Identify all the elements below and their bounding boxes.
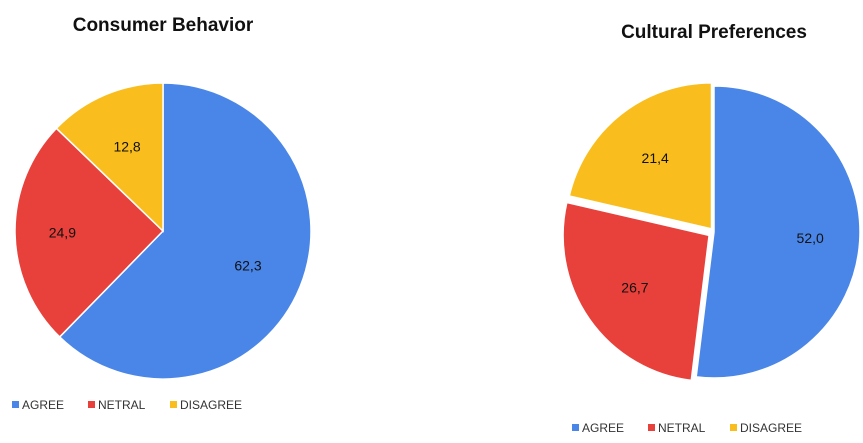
legend-swatch-disagree bbox=[170, 401, 177, 408]
cultural-preferences-chart: Cultural Preferences 52,0 26,7 21,4 AGREE N… bbox=[562, 22, 861, 435]
pie-slices bbox=[14, 82, 312, 380]
pie-data-labels: 62,3 24,9 12,8 bbox=[49, 139, 262, 274]
legend-label-disagree: DISAGREE bbox=[180, 398, 242, 412]
legend-label-disagree: DISAGREE bbox=[740, 421, 802, 435]
data-label-disagree: 12,8 bbox=[113, 139, 140, 155]
legend-swatch-agree bbox=[12, 401, 19, 408]
pie-slice-disagree bbox=[55, 82, 164, 233]
chart-legend: AGREE NETRAL DISAGREE bbox=[572, 421, 802, 435]
legend-label-agree: AGREE bbox=[22, 398, 64, 412]
legend-label-netral: NETRAL bbox=[98, 398, 146, 412]
pie-data-labels: 52,0 26,7 21,4 bbox=[621, 150, 824, 295]
chart-title-cultural-preferences: Cultural Preferences bbox=[621, 22, 807, 43]
pie-slice-agree bbox=[695, 85, 861, 379]
legend-label-netral: NETRAL bbox=[658, 421, 706, 435]
data-label-disagree: 21,4 bbox=[642, 150, 669, 166]
chart-title-consumer-behavior: Consumer Behavior bbox=[73, 15, 254, 36]
data-label-netral: 26,7 bbox=[621, 279, 648, 295]
pie-slice-agree bbox=[58, 82, 312, 380]
data-label-netral: 24,9 bbox=[49, 225, 76, 241]
legend-swatch-agree bbox=[572, 424, 579, 431]
legend-swatch-netral bbox=[88, 401, 95, 408]
pie-slice-disagree bbox=[568, 82, 713, 230]
pie-slice-netral bbox=[562, 201, 710, 382]
legend-swatch-netral bbox=[648, 424, 655, 431]
data-label-agree: 62,3 bbox=[234, 258, 261, 274]
data-label-agree: 52,0 bbox=[797, 230, 824, 246]
pie-slice-netral bbox=[14, 127, 165, 339]
pie-slices bbox=[562, 82, 861, 382]
chart-legend: AGREE NETRAL DISAGREE bbox=[12, 398, 242, 412]
legend-label-agree: AGREE bbox=[582, 421, 624, 435]
legend-swatch-disagree bbox=[730, 424, 737, 431]
consumer-behavior-chart: Consumer Behavior 62,3 24,9 12,8 AGREE NETR… bbox=[12, 15, 312, 412]
